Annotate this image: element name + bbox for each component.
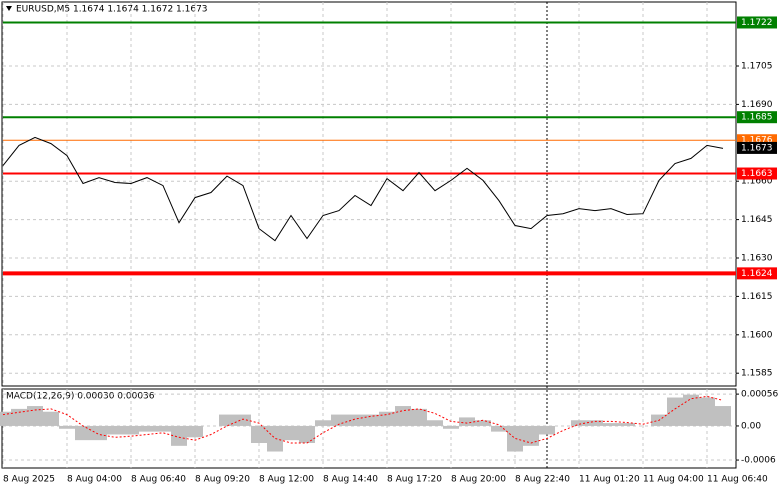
x-tick-label: 11 Aug 01:20	[579, 475, 640, 485]
macd-bar	[395, 406, 411, 426]
macd-bar	[427, 420, 443, 426]
macd-bar	[619, 423, 635, 426]
y-tick-label: -0.0006	[741, 456, 776, 466]
macd-bar	[603, 423, 619, 426]
x-tick-label: 8 Aug 22:40	[515, 475, 570, 485]
y-tick-label: 0.00	[741, 421, 761, 431]
macd-bar	[571, 420, 587, 426]
macd-title: MACD(12,26,9) 0.00030 0.00036	[6, 392, 155, 402]
level-label: 1.1676	[741, 136, 773, 146]
macd-bar	[539, 425, 555, 435]
macd-bar	[363, 414, 379, 426]
macd-bar	[139, 425, 155, 432]
y-tick-label: 1.1705	[741, 62, 773, 72]
macd-bar	[331, 414, 347, 426]
level-label: 1.1685	[741, 113, 773, 123]
y-tick-label: 1.1600	[741, 330, 773, 340]
x-tick-label: 8 Aug 20:00	[451, 475, 506, 485]
x-tick-label: 8 Aug 06:40	[131, 475, 186, 485]
macd-bar	[59, 425, 75, 429]
macd-bar	[491, 425, 507, 432]
macd-frame	[1, 388, 737, 469]
x-tick-label: 8 Aug 2025	[3, 475, 55, 485]
macd-bar	[219, 414, 235, 426]
main-frame	[1, 1, 737, 387]
macd-bar	[235, 414, 251, 426]
macd-bar	[507, 425, 523, 452]
macd-bar	[683, 394, 699, 426]
macd-bar	[523, 425, 539, 446]
macd-bar	[43, 411, 59, 426]
y-tick-label: 1.1690	[741, 100, 773, 110]
last-price-bg	[737, 141, 777, 154]
macd-bar	[267, 425, 283, 452]
macd-bar	[0, 411, 11, 426]
macd-bar	[715, 406, 731, 426]
last-price-label: 1.1673	[741, 143, 773, 153]
macd-bar	[587, 420, 603, 426]
macd-bar	[379, 411, 395, 426]
level-label-bg	[737, 167, 777, 180]
x-tick-label: 8 Aug 04:00	[67, 475, 122, 485]
macd-bar	[459, 417, 475, 426]
menu-triangle	[6, 6, 12, 11]
level-label: 1.1663	[741, 169, 773, 179]
level-label: 1.1722	[741, 18, 773, 28]
macd-bar	[411, 408, 427, 426]
macd-bar	[347, 414, 363, 426]
macd-bar	[123, 425, 139, 435]
macd-bar	[667, 397, 683, 426]
y-tick-label: 1.1645	[741, 215, 773, 225]
main-title: EURUSD,M5 1.1674 1.1674 1.1672 1.1673	[16, 5, 208, 15]
macd-bar	[475, 420, 491, 426]
macd-bar	[251, 425, 267, 443]
macd-bar	[299, 425, 315, 443]
macd-bar	[283, 425, 299, 441]
macd-bar	[699, 397, 715, 426]
y-tick-label: 1.1630	[741, 254, 773, 264]
macd-bar	[91, 425, 107, 441]
macd-bar	[107, 425, 123, 435]
x-tick-label: 8 Aug 12:00	[259, 475, 314, 485]
y-tick-label: 1.1660	[741, 177, 773, 187]
macd-bar	[155, 425, 171, 432]
price-line	[2, 136, 724, 242]
y-tick-label: 1.1615	[741, 292, 773, 302]
macd-bar	[27, 406, 43, 426]
macd-bar	[187, 425, 203, 438]
macd-bar	[171, 425, 187, 446]
macd-bar	[443, 425, 459, 429]
x-tick-label: 11 Aug 06:40	[707, 475, 768, 485]
x-tick-label: 11 Aug 04:00	[643, 475, 704, 485]
level-label-bg	[737, 111, 777, 124]
level-label-bg	[737, 267, 777, 280]
macd-bar	[315, 420, 331, 426]
x-tick-label: 8 Aug 14:40	[323, 475, 378, 485]
macd-bar	[75, 425, 91, 441]
x-tick-label: 8 Aug 17:20	[387, 475, 442, 485]
x-tick-label: 8 Aug 09:20	[195, 475, 250, 485]
level-label: 1.1624	[741, 269, 773, 279]
y-tick-label: 1.1585	[741, 369, 773, 379]
y-tick-label: 0.00056	[741, 390, 778, 400]
level-label-bg	[737, 16, 777, 29]
signal-line	[2, 395, 724, 444]
